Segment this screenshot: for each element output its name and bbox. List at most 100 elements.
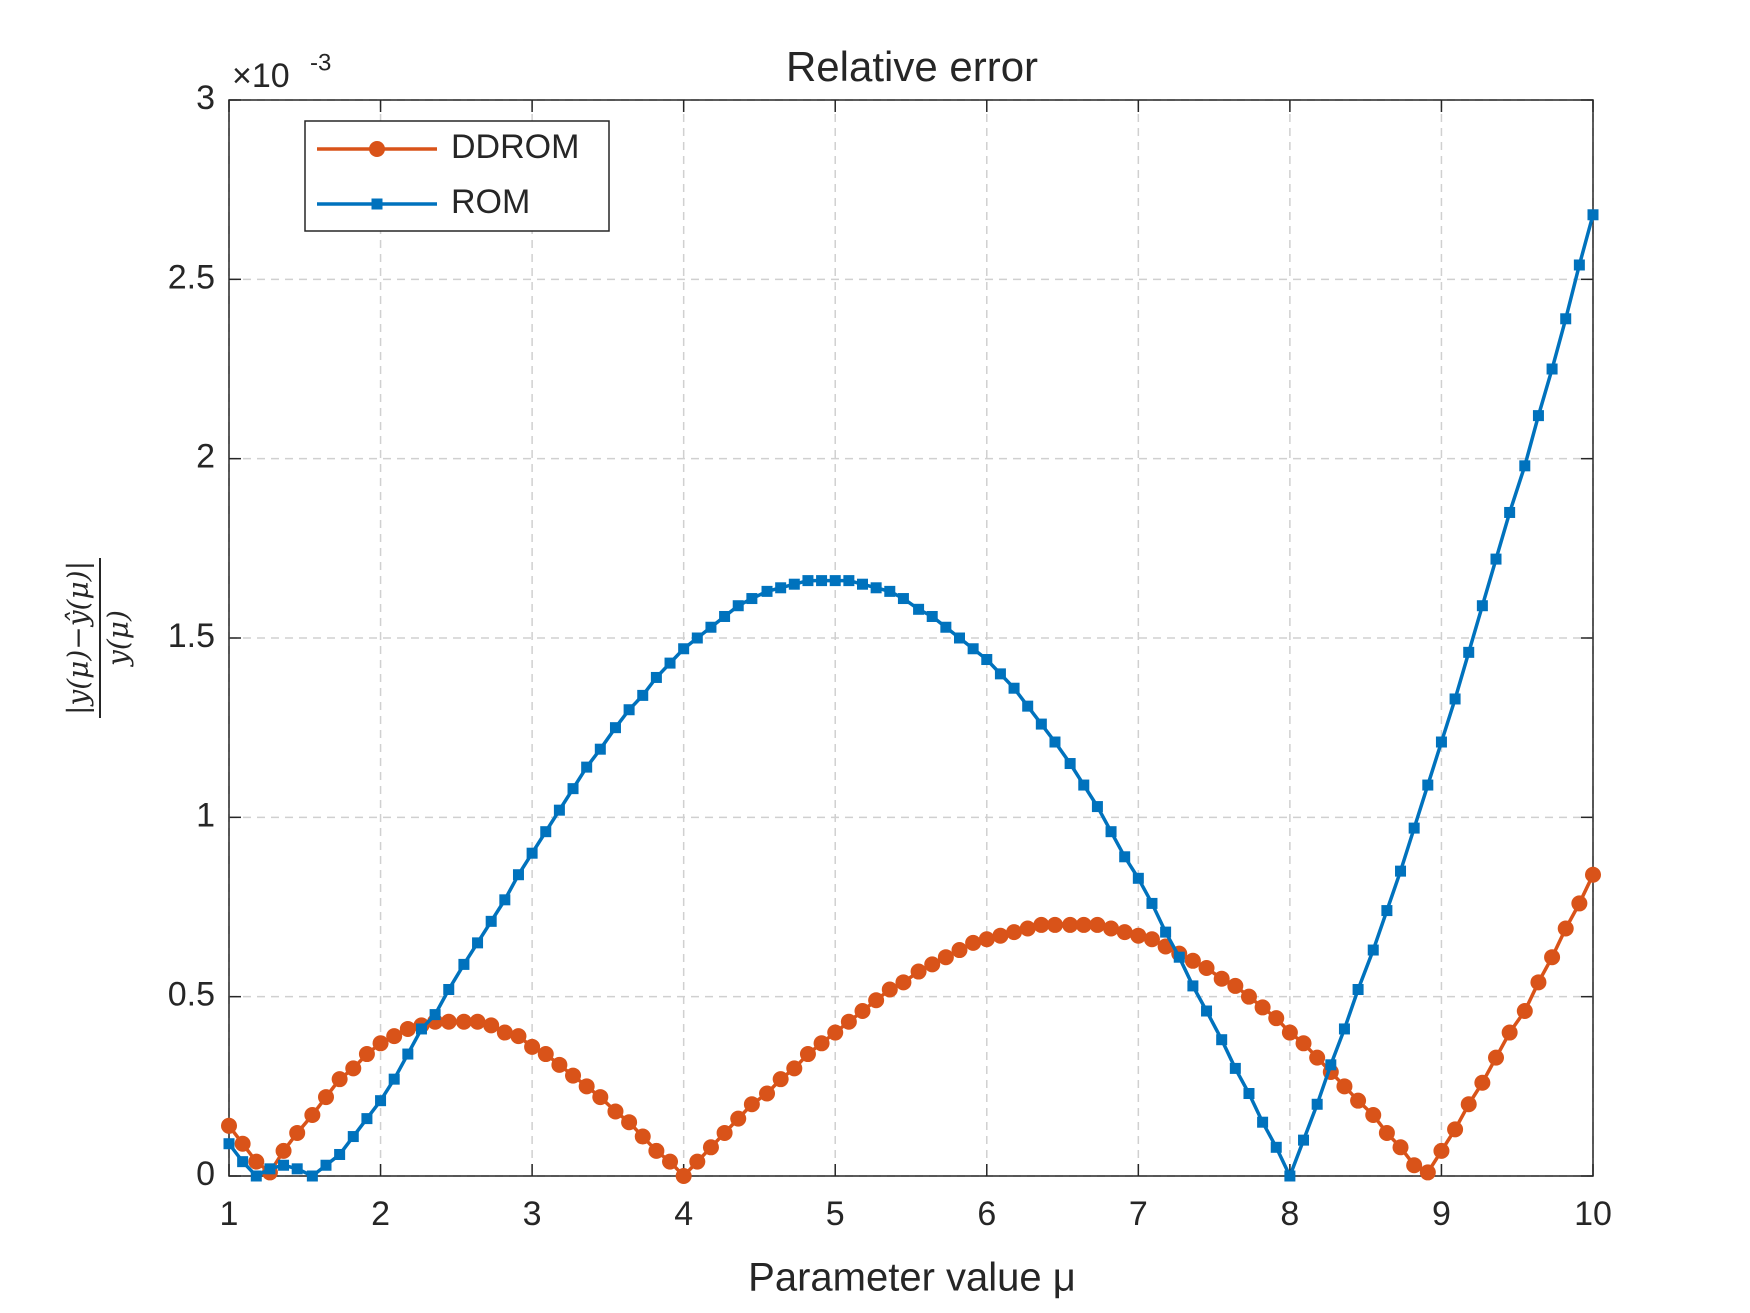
marker xyxy=(472,937,484,949)
x-tick-label: 5 xyxy=(826,1195,845,1233)
marker xyxy=(637,689,649,701)
marker xyxy=(621,1114,638,1131)
x-tick-label: 9 xyxy=(1432,1195,1451,1233)
marker xyxy=(868,992,885,1009)
y-tick-label: 2.5 xyxy=(168,258,215,296)
marker xyxy=(1490,553,1502,565)
marker xyxy=(551,1056,568,1073)
marker xyxy=(358,1046,375,1063)
marker xyxy=(1116,924,1133,941)
x-tick-label: 10 xyxy=(1574,1195,1612,1233)
marker xyxy=(994,668,1006,680)
marker xyxy=(843,575,855,587)
marker xyxy=(1105,826,1117,838)
marker xyxy=(772,1071,789,1088)
marker xyxy=(981,654,993,666)
marker xyxy=(761,585,773,597)
marker xyxy=(1254,999,1271,1016)
marker xyxy=(1298,1134,1310,1146)
marker xyxy=(1257,1116,1269,1128)
marker xyxy=(499,894,511,906)
marker xyxy=(759,1085,776,1102)
y-tick-label: 1.5 xyxy=(168,617,215,655)
x-tick-label: 6 xyxy=(977,1195,996,1233)
marker xyxy=(334,1148,346,1160)
marker xyxy=(1184,952,1201,969)
marker xyxy=(689,1153,706,1170)
marker xyxy=(607,1103,624,1120)
marker xyxy=(1130,927,1147,944)
marker xyxy=(1367,944,1379,956)
marker xyxy=(455,1013,472,1030)
marker xyxy=(937,949,954,966)
y-label-denominator: y(μ) xyxy=(102,610,135,668)
marker xyxy=(524,1038,541,1055)
marker xyxy=(857,578,869,590)
marker xyxy=(719,610,731,622)
marker xyxy=(567,783,579,795)
marker xyxy=(827,1024,844,1041)
marker xyxy=(399,1020,416,1037)
marker xyxy=(320,1159,332,1171)
marker xyxy=(1519,460,1531,472)
marker xyxy=(537,1046,554,1063)
y-multiplier-exponent: -3 xyxy=(310,49,331,76)
marker xyxy=(372,1035,389,1052)
marker xyxy=(1460,1096,1477,1113)
marker xyxy=(854,1003,871,1020)
marker xyxy=(1227,977,1244,994)
marker xyxy=(1381,905,1393,917)
marker xyxy=(1587,209,1599,221)
marker xyxy=(402,1048,414,1060)
marker xyxy=(1046,916,1063,933)
marker xyxy=(840,1013,857,1030)
y-tick-label: 0.5 xyxy=(168,976,215,1014)
marker xyxy=(1064,758,1076,770)
marker xyxy=(926,610,938,622)
marker xyxy=(1160,926,1172,938)
x-tick-label: 2 xyxy=(371,1195,390,1233)
marker xyxy=(884,585,896,597)
series-line xyxy=(227,214,1595,1181)
marker xyxy=(540,826,552,838)
marker xyxy=(1089,916,1106,933)
marker xyxy=(578,1078,595,1095)
marker xyxy=(895,974,912,991)
marker xyxy=(1501,1024,1518,1041)
x-tick-label: 7 xyxy=(1129,1195,1148,1233)
marker xyxy=(1557,920,1574,937)
marker xyxy=(429,1009,441,1021)
marker xyxy=(623,704,635,716)
marker xyxy=(347,1131,359,1143)
marker xyxy=(331,1071,348,1088)
marker xyxy=(1408,822,1420,834)
marker xyxy=(786,1060,803,1077)
marker xyxy=(1213,970,1230,987)
marker xyxy=(223,1138,235,1150)
marker xyxy=(978,931,995,948)
marker xyxy=(1284,1170,1296,1182)
marker xyxy=(1435,736,1447,748)
marker xyxy=(361,1113,373,1125)
marker xyxy=(1008,682,1020,694)
marker xyxy=(415,1023,427,1035)
marker xyxy=(496,1024,513,1041)
marker xyxy=(716,1124,733,1141)
legend-marker xyxy=(369,141,385,157)
marker xyxy=(512,869,524,881)
marker xyxy=(648,1142,665,1159)
marker xyxy=(1035,718,1047,730)
marker xyxy=(264,1163,276,1175)
marker xyxy=(1365,1107,1382,1124)
marker xyxy=(1546,363,1558,375)
marker xyxy=(924,956,941,973)
marker xyxy=(1268,1010,1285,1027)
marker xyxy=(802,575,814,587)
marker xyxy=(1504,506,1516,518)
marker xyxy=(485,915,497,927)
marker xyxy=(746,593,758,605)
marker xyxy=(1119,851,1131,863)
marker xyxy=(1049,736,1061,748)
marker xyxy=(275,1142,292,1159)
marker xyxy=(250,1170,262,1182)
